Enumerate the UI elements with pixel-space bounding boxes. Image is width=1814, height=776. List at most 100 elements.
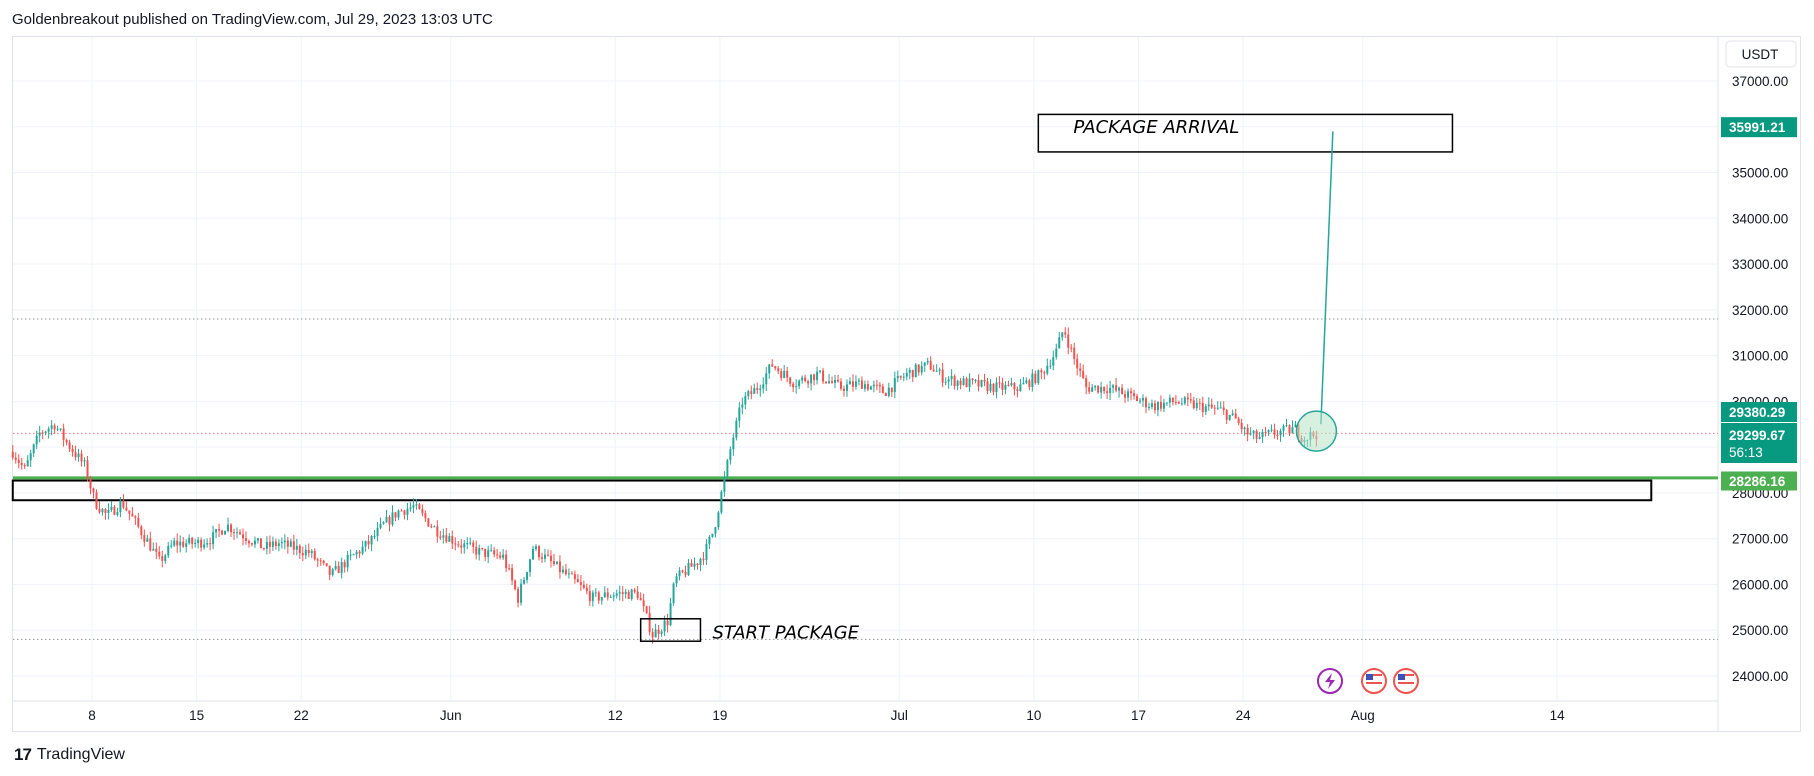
x-tick-label: 24	[1236, 708, 1252, 723]
candle-body	[197, 539, 200, 544]
candle-body	[1034, 373, 1037, 384]
currency-selector[interactable]	[1725, 40, 1797, 68]
candle-body	[182, 541, 185, 547]
start-package-label: START PACKAGE	[712, 623, 859, 644]
candle-body	[170, 545, 173, 547]
candle-body	[654, 629, 657, 638]
candle-body	[1273, 429, 1276, 435]
candle-body	[786, 370, 789, 378]
candle-body	[860, 380, 863, 389]
candle-body	[74, 452, 77, 458]
us-flag-icon[interactable]	[1393, 668, 1419, 694]
candle-body	[230, 524, 233, 533]
candle-body	[579, 582, 582, 585]
candle-body	[406, 508, 409, 515]
support-zone-box	[11, 479, 1653, 502]
candle-body	[1150, 403, 1153, 407]
candle-body	[337, 565, 340, 574]
candle-body	[80, 453, 83, 462]
candle-body	[92, 488, 95, 493]
candle-body	[546, 554, 549, 556]
candle-body	[965, 378, 968, 387]
candle-body	[627, 591, 630, 599]
candle-body	[376, 527, 379, 536]
candle-body	[681, 570, 684, 572]
candle-body	[750, 391, 753, 394]
candle-body	[687, 562, 690, 576]
x-tick-label: 8	[88, 708, 96, 723]
tradingview-logo[interactable]: 17 TradingView	[14, 745, 125, 765]
package-arrival-label: PACKAGE ARRIVAL	[1073, 117, 1239, 138]
current-price-badge	[1721, 423, 1797, 463]
candle-body	[1162, 402, 1165, 409]
candle-body	[421, 509, 424, 514]
candle-body	[929, 360, 932, 370]
candle-body	[149, 538, 152, 551]
y-tick-label: 32000.00	[1732, 303, 1788, 318]
candle-body	[26, 460, 29, 467]
candle-body	[1222, 407, 1225, 411]
candle-body	[86, 460, 89, 479]
candle-body	[158, 551, 161, 557]
candle-body	[1106, 391, 1109, 393]
candle-body	[131, 513, 134, 517]
candle-body	[1147, 406, 1150, 408]
us-flag-icon[interactable]	[1361, 668, 1387, 694]
candle-body	[591, 592, 594, 602]
candle-body	[250, 543, 253, 545]
candle-body	[475, 546, 478, 555]
candle-body	[32, 444, 35, 454]
candle-body	[699, 558, 702, 566]
candle-body	[1001, 382, 1004, 390]
candle-body	[1276, 434, 1279, 436]
candle-body	[854, 381, 857, 387]
candle-body	[612, 595, 615, 597]
flag-stripe-icon	[1398, 686, 1414, 688]
candle-body	[570, 573, 573, 575]
candle-body	[899, 375, 902, 378]
start-package-box	[639, 618, 702, 642]
candle-body	[932, 369, 935, 372]
candle-body	[983, 379, 986, 382]
flag-stripe-icon	[1398, 678, 1414, 680]
candle-body	[83, 460, 86, 462]
candle-body	[256, 538, 259, 541]
candle-body	[89, 478, 92, 489]
candle-body	[819, 370, 822, 372]
lightning-bolt-icon	[1325, 673, 1335, 689]
candle-body	[1031, 373, 1034, 387]
candle-body	[962, 378, 965, 385]
candle-body	[1124, 394, 1127, 398]
candle-body	[1055, 348, 1058, 358]
candle-body	[44, 431, 47, 434]
target-price-badge	[1721, 117, 1797, 138]
candle-body	[744, 396, 747, 405]
candle-body	[1186, 397, 1189, 400]
candle-body	[283, 540, 286, 543]
candle-body	[155, 548, 158, 552]
candle-body	[1103, 386, 1106, 392]
candle-body	[412, 505, 415, 508]
candle-body	[920, 365, 923, 373]
candle-body	[304, 549, 307, 556]
candle-body	[1109, 387, 1112, 393]
candle-body	[1249, 433, 1252, 435]
candle-body	[1144, 398, 1147, 408]
candle-body	[594, 592, 597, 594]
candle-body	[998, 382, 1001, 384]
candle-body	[134, 516, 137, 518]
candle-body	[445, 535, 448, 542]
candle-body	[104, 509, 107, 513]
candle-body	[810, 374, 813, 384]
candle-body	[241, 534, 244, 539]
candle-body	[532, 548, 535, 560]
candle-body	[666, 620, 669, 626]
flag-canton-icon	[1366, 674, 1373, 680]
candle-body	[373, 535, 376, 537]
candle-body	[896, 375, 899, 379]
candle-body	[1261, 431, 1264, 438]
candle-body	[1115, 385, 1118, 391]
candle-body	[346, 554, 349, 568]
candle-body	[648, 612, 651, 633]
